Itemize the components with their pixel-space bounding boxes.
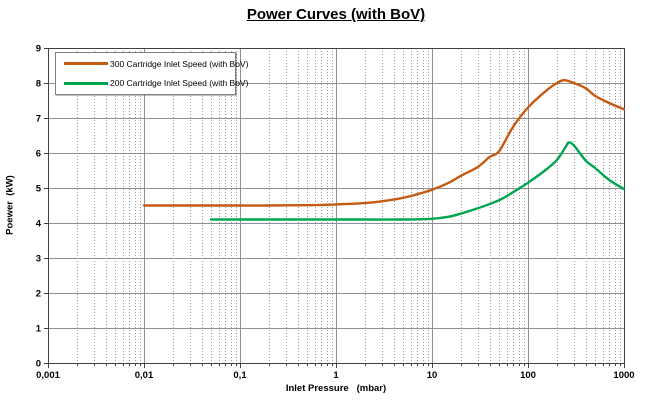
x-tick-label: 1 (333, 370, 339, 381)
y-tick-label: 0 (36, 359, 41, 370)
y-tick-label: 4 (36, 219, 42, 230)
legend-entry: 300 Cartridge Inlet Speed (with BoV) (56, 59, 248, 69)
y-tick-label: 6 (36, 149, 41, 160)
x-tick-label: 100 (520, 370, 536, 381)
y-tick-label: 9 (36, 44, 41, 55)
x-axis-title: Inlet Pressure (mbar) (285, 383, 387, 394)
chart-title: Power Curves (with BoV) (246, 6, 426, 23)
y-tick-label: 2 (36, 289, 41, 300)
x-tick-label: 1000 (613, 370, 634, 381)
x-tick-label: 0,001 (36, 370, 60, 381)
plot-border (48, 48, 625, 364)
legend-label: 300 Cartridge Inlet Speed (with BoV) (110, 58, 249, 69)
y-tick-label: 8 (36, 79, 41, 90)
y-tick-label: 1 (36, 324, 42, 335)
y-tick-label: 5 (36, 184, 42, 195)
x-tick-label: 0,1 (233, 370, 247, 381)
legend-label: 200 Cartridge Inlet Speed (with BoV) (110, 78, 249, 89)
y-tick-label: 7 (36, 114, 41, 125)
x-tick-label: 0,01 (135, 370, 154, 381)
series-line (142, 79, 626, 207)
legend: 300 Cartridge Inlet Speed (with BoV) 200… (55, 52, 248, 95)
legend-entry: 200 Cartridge Inlet Speed (with BoV) (56, 78, 248, 88)
series-line (209, 141, 626, 221)
legend-swatch (64, 62, 108, 66)
legend-swatch (64, 81, 108, 85)
y-tick-label: 3 (36, 254, 41, 265)
x-tick-label: 10 (427, 370, 438, 381)
